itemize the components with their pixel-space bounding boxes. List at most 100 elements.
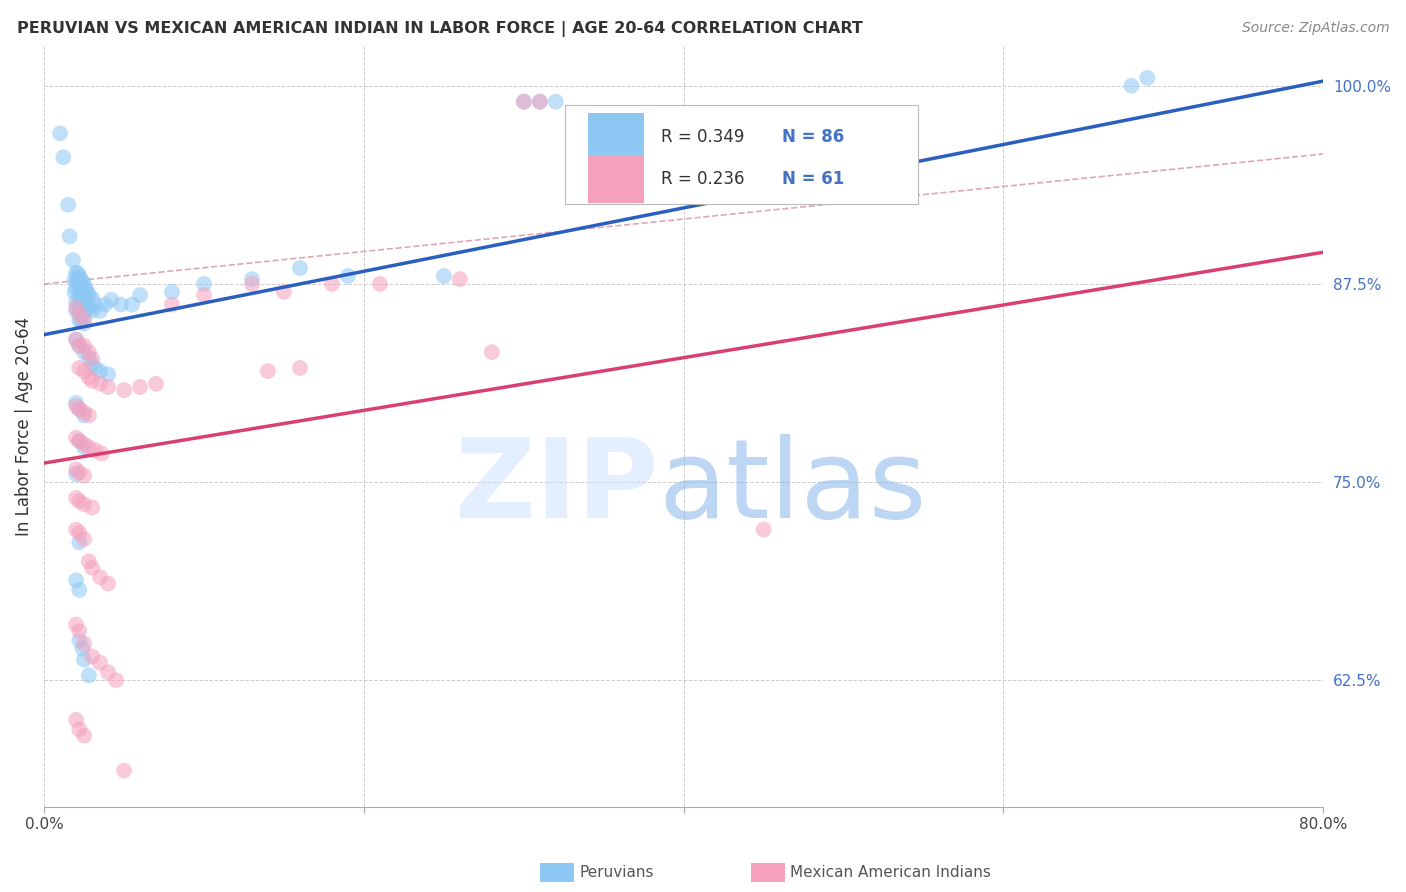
Point [112, 764, 135, 778]
Point [77, 554, 100, 568]
Point [72, 285, 94, 299]
Point [65, 266, 87, 280]
Point [67, 294, 90, 309]
Point [66, 276, 89, 290]
Point [65, 301, 87, 315]
Point [59, 229, 82, 244]
Point [529, 95, 551, 109]
Text: PERUVIAN VS MEXICAN AMERICAN INDIAN IN LABOR FORCE | AGE 20-64 CORRELATION CHART: PERUVIAN VS MEXICAN AMERICAN INDIAN IN L… [17, 21, 863, 37]
Point [65, 333, 87, 347]
Point [288, 361, 311, 376]
Point [73, 437, 96, 451]
Point [73, 440, 96, 454]
Point [73, 364, 96, 378]
Point [67, 313, 90, 327]
Text: Peruvians: Peruvians [579, 865, 654, 880]
Point [67, 285, 90, 299]
Point [65, 467, 87, 482]
Point [65, 491, 87, 505]
Point [56, 197, 79, 211]
Point [67, 402, 90, 417]
Point [76, 297, 98, 311]
Point [89, 570, 111, 584]
Point [66, 266, 89, 280]
Point [75, 293, 97, 307]
Point [65, 294, 87, 309]
Point [110, 297, 132, 311]
Point [513, 95, 536, 109]
Point [67, 307, 90, 321]
Point [94, 297, 117, 311]
Point [752, 523, 775, 537]
Point [84, 443, 107, 458]
FancyBboxPatch shape [588, 112, 644, 161]
Point [145, 376, 167, 391]
Point [73, 288, 96, 302]
Point [368, 277, 391, 291]
Point [89, 364, 111, 378]
Point [67, 268, 90, 283]
FancyBboxPatch shape [588, 155, 644, 203]
Point [67, 494, 90, 508]
Point [481, 345, 503, 359]
Point [52, 150, 75, 164]
Point [49, 127, 72, 141]
Point [80, 358, 103, 372]
Point [77, 345, 100, 359]
Point [70, 304, 93, 318]
Point [80, 351, 103, 366]
Point [73, 313, 96, 327]
Point [65, 282, 87, 296]
Point [160, 285, 183, 299]
Point [77, 440, 100, 454]
Point [65, 713, 87, 727]
Point [80, 304, 103, 318]
Point [67, 277, 90, 291]
Point [65, 462, 87, 476]
Point [73, 405, 96, 419]
Point [67, 582, 90, 597]
Point [73, 297, 96, 311]
Point [72, 294, 94, 309]
Point [67, 434, 90, 448]
Point [80, 291, 103, 305]
Point [77, 301, 100, 315]
Point [1136, 70, 1159, 85]
Point [77, 409, 100, 423]
Point [240, 272, 263, 286]
Point [67, 535, 90, 549]
Point [89, 376, 111, 391]
Point [513, 95, 536, 109]
Point [67, 466, 90, 480]
Point [529, 95, 551, 109]
Point [97, 380, 120, 394]
Point [67, 339, 90, 353]
Text: atlas: atlas [658, 434, 927, 541]
Point [105, 673, 128, 688]
Point [70, 293, 93, 307]
Point [193, 277, 215, 291]
Point [70, 313, 93, 327]
Point [129, 288, 152, 302]
Point [73, 345, 96, 359]
Point [112, 383, 135, 397]
Point [97, 665, 120, 680]
Point [65, 396, 87, 410]
Point [67, 624, 90, 638]
Point [65, 399, 87, 413]
Point [77, 288, 100, 302]
Point [193, 288, 215, 302]
Point [72, 276, 94, 290]
Point [1121, 78, 1143, 93]
Point [73, 497, 96, 511]
Point [65, 617, 87, 632]
Text: R = 0.236: R = 0.236 [661, 170, 744, 188]
Point [67, 633, 90, 648]
Point [65, 304, 87, 318]
Point [67, 525, 90, 540]
Point [97, 368, 120, 382]
Point [336, 268, 359, 283]
Point [97, 576, 120, 591]
Point [257, 364, 280, 378]
Point [129, 380, 152, 394]
